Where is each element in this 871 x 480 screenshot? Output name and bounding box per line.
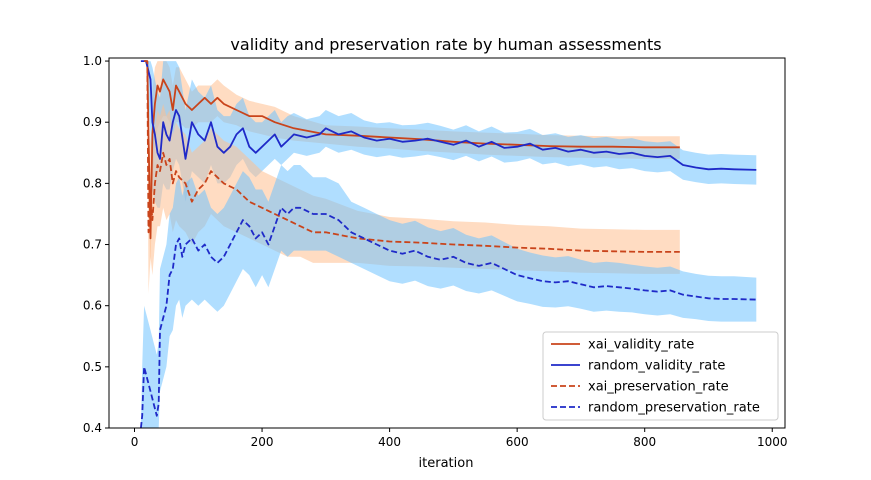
- legend-label-random_preservation_rate: random_preservation_rate: [588, 401, 760, 416]
- x-tick-label-2: 400: [378, 435, 401, 449]
- y-tick-label-5: 0.9: [83, 115, 102, 129]
- x-axis-label: iteration: [419, 456, 474, 471]
- legend-label-xai_preservation_rate: xai_preservation_rate: [588, 380, 729, 395]
- legend-label-random_validity_rate: random_validity_rate: [588, 359, 725, 374]
- series-lines: [140, 60, 757, 428]
- y-axis: 0.4 0.5 0.6 0.7 0.8 0.9 1.0: [83, 54, 109, 435]
- y-tick-label-6: 1.0: [83, 54, 102, 68]
- y-tick-label-3: 0.7: [83, 238, 102, 252]
- plot-frame: [108, 57, 786, 429]
- x-tick-label-4: 800: [633, 435, 656, 449]
- x-tick-label-0: 0: [131, 435, 139, 449]
- confidence-bands: [140, 61, 757, 428]
- y-tick-label-2: 0.6: [83, 299, 102, 313]
- x-axis: 0 200 400 600 800 1000: [131, 428, 788, 449]
- x-tick-label-3: 600: [506, 435, 529, 449]
- line-xai_validity_rate: [144, 60, 680, 240]
- line-xai_preservation_rate: [144, 60, 680, 253]
- legend-box: [542, 331, 779, 421]
- y-tick-label-4: 0.8: [83, 176, 102, 190]
- line-random_validity_rate: [140, 60, 757, 171]
- x-tick-label-5: 1000: [757, 435, 788, 449]
- y-tick-label-0: 0.4: [83, 421, 102, 435]
- band-xai_validity_rate: [144, 61, 680, 269]
- band-random_preservation_rate: [140, 165, 757, 428]
- band-random_validity_rate: [140, 61, 757, 208]
- chart-title: validity and preservation rate by human …: [230, 35, 661, 54]
- legend: xai_validity_rate random_validity_ratexai…: [542, 331, 779, 421]
- x-tick-label-1: 200: [251, 435, 274, 449]
- y-tick-label-1: 0.5: [83, 360, 102, 374]
- line-random_preservation_rate: [140, 206, 757, 428]
- legend-label-xai_validity_rate: xai_validity_rate: [588, 338, 694, 353]
